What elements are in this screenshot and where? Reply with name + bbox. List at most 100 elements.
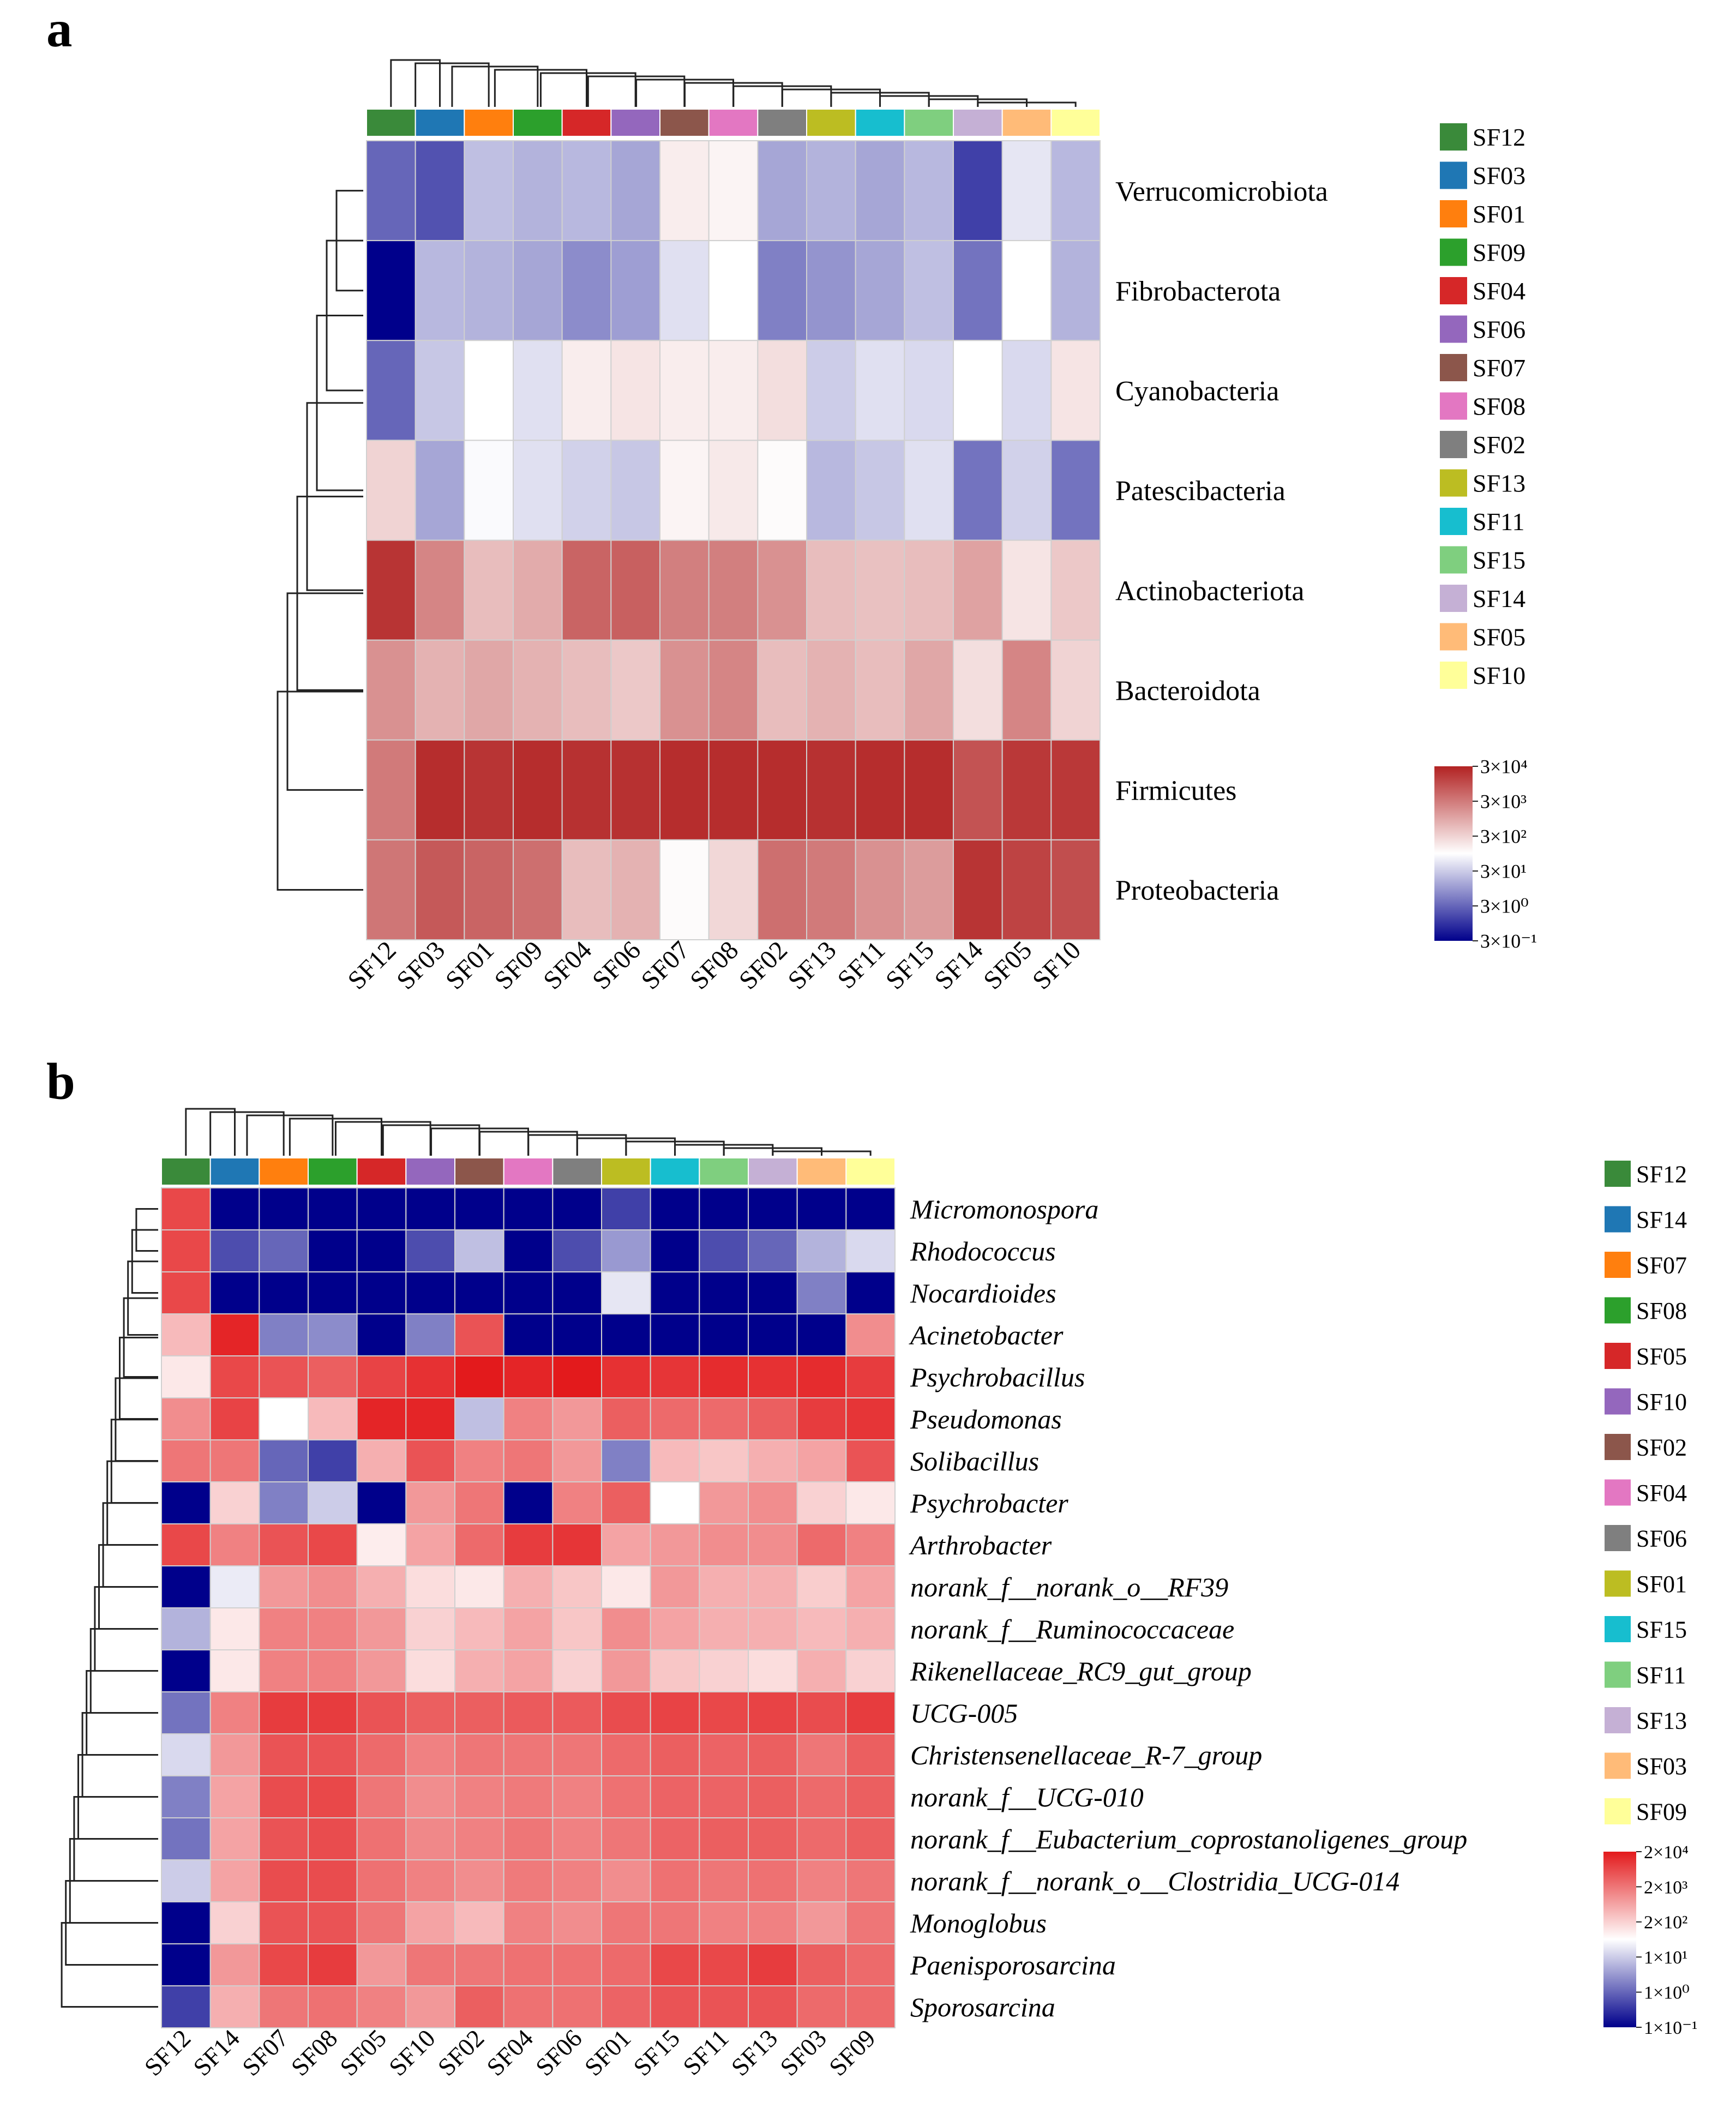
legend-label: SF15: [1636, 1616, 1687, 1643]
legend-label: SF01: [1636, 1571, 1687, 1597]
legend-swatch: [1440, 469, 1467, 497]
heatmap-cell: [454, 1439, 504, 1482]
legend-label: SF12: [1636, 1161, 1687, 1187]
heatmap-cell: [405, 1523, 455, 1566]
row-label: Monoglobus: [910, 1908, 1047, 1938]
heatmap-cell: [748, 1397, 798, 1440]
color-scale-bar: [1434, 766, 1473, 941]
heatmap-cell: [601, 1691, 651, 1734]
heatmap-cell: [601, 1229, 651, 1272]
heatmap-cell: [561, 340, 612, 441]
heatmap-cell: [748, 1775, 798, 1818]
scale-label: 1×10⁻¹: [1644, 2018, 1697, 2038]
legend-label: SF02: [1636, 1434, 1687, 1461]
heatmap-cell: [845, 1187, 896, 1230]
heatmap-cell: [209, 1229, 260, 1272]
heatmap-cell: [659, 440, 710, 541]
heatmap-cell: [308, 1523, 358, 1566]
heatmap-cell: [454, 1901, 504, 1944]
heatmap-cell: [308, 1565, 358, 1608]
heatmap-cell: [796, 1817, 847, 1860]
heatmap-cell: [748, 1649, 798, 1692]
heatmap-cell: [552, 1229, 602, 1272]
heatmap-cell: [259, 1775, 309, 1818]
heatmap-cell: [464, 140, 514, 242]
heatmap-cell: [366, 140, 416, 242]
column-dendrogram: [390, 59, 1077, 107]
legend-swatch: [1605, 1252, 1631, 1278]
heatmap-cell: [845, 1313, 896, 1356]
heatmap-cell: [161, 1481, 211, 1524]
heatmap-cell: [209, 1565, 260, 1608]
heatmap-cell: [259, 1733, 309, 1776]
heatmap-cell: [356, 1313, 407, 1356]
row-label: Pseudomonas: [910, 1404, 1062, 1434]
heatmap-cell: [513, 240, 563, 341]
heatmap-cell: [561, 539, 612, 641]
heatmap-cell: [415, 739, 465, 840]
legend-label: SF11: [1473, 508, 1524, 536]
heatmap-cell: [209, 1187, 260, 1230]
legend-swatch: [1440, 623, 1467, 651]
legend-label: SF07: [1473, 354, 1525, 382]
heatmap-cell: [845, 1859, 896, 1902]
heatmap-cell: [708, 639, 759, 741]
heatmap-cell: [650, 1901, 700, 1944]
legend-label: SF04: [1636, 1480, 1687, 1506]
column-group-bar: [161, 1157, 211, 1186]
heatmap-cell: [464, 839, 514, 940]
heatmap-cell: [405, 1229, 455, 1272]
heatmap-cell: [708, 440, 759, 541]
row-label: Psychrobacillus: [910, 1362, 1085, 1392]
column-group-bar: [464, 109, 514, 137]
heatmap-cell: [356, 1649, 407, 1692]
heatmap-cell: [209, 1607, 260, 1650]
scale-label: 2×10³: [1644, 1877, 1687, 1897]
heatmap-cell: [699, 1565, 749, 1608]
heatmap-cell: [650, 1943, 700, 1986]
heatmap-cell: [757, 839, 808, 940]
heatmap-panel-b: b Micromonospora Rhodococcus Nocardioides A…: [46, 1053, 1697, 2081]
heatmap-cell: [796, 1565, 847, 1608]
legend-swatch: [1605, 1525, 1631, 1551]
heatmap-cell: [748, 1355, 798, 1398]
heatmap-cell: [699, 1901, 749, 1944]
heatmap-cell: [650, 1607, 700, 1650]
heatmap-cell: [659, 240, 710, 341]
row-label: Cyanobacteria: [1115, 376, 1279, 407]
legend-label: SF12: [1473, 123, 1525, 151]
column-group-bar: [806, 109, 856, 137]
scale-label: 3×10³: [1480, 791, 1527, 813]
heatmap-cell: [1001, 739, 1052, 840]
heatmap-cell: [757, 340, 808, 441]
heatmap-cell: [650, 1733, 700, 1776]
heatmap-cell: [855, 340, 905, 441]
heatmap-cell: [356, 1607, 407, 1650]
dendrogram-branch: [415, 62, 490, 107]
heatmap-cell: [650, 1859, 700, 1902]
heatmap-cell: [356, 1901, 407, 1944]
heatmap-cell: [308, 1439, 358, 1482]
heatmap-cell: [796, 1397, 847, 1440]
heatmap-cell: [405, 1481, 455, 1524]
heatmap-cell: [503, 1817, 554, 1860]
heatmap-cell: [454, 1481, 504, 1524]
column-group-bar: [953, 109, 1003, 137]
heatmap-cell: [161, 1943, 211, 1986]
heatmap-cell: [659, 340, 710, 441]
heatmap-cell: [503, 1607, 554, 1650]
heatmap-cell: [464, 240, 514, 341]
heatmap-cell: [454, 1775, 504, 1818]
legend-swatch: [1605, 1161, 1631, 1187]
column-group-bar: [1050, 109, 1101, 137]
heatmap-cell: [699, 1649, 749, 1692]
heatmap-cell: [601, 1439, 651, 1482]
legend-label: SF11: [1636, 1662, 1686, 1689]
heatmap-cell: [699, 1607, 749, 1650]
heatmap-cell: [552, 1355, 602, 1398]
heatmap-cell: [659, 140, 710, 242]
heatmap-cell: [1001, 639, 1052, 741]
heatmap-cell: [513, 440, 563, 541]
legend-label: SF02: [1473, 431, 1525, 459]
legend-swatch: [1440, 123, 1467, 151]
